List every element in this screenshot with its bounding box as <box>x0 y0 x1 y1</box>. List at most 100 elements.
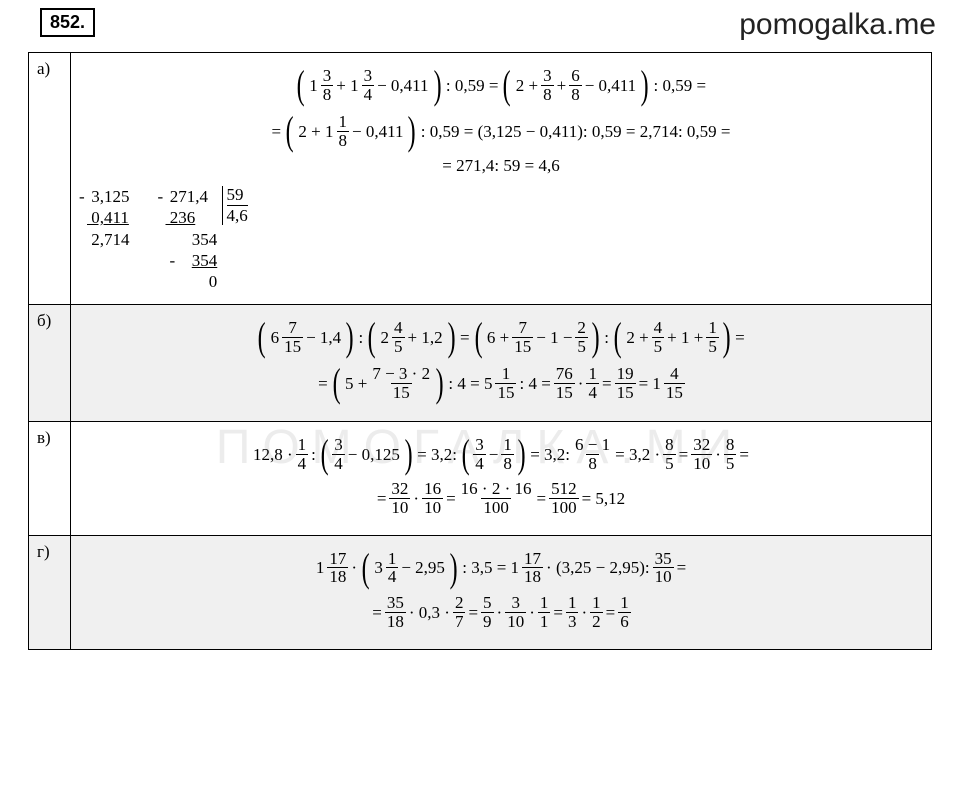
fraction: 25 <box>575 319 588 356</box>
part-label: а) <box>29 53 71 305</box>
math-text: · 0,3 · <box>407 604 452 621</box>
fraction: 85 <box>724 436 737 473</box>
math-text: = <box>535 490 549 507</box>
open-paren: ( <box>503 65 511 105</box>
math-text: · <box>495 604 505 621</box>
math-text: = <box>677 446 691 463</box>
fraction: 6 − 18 <box>573 436 612 473</box>
part-content: (6715 − 1,4) : (245 + 1,2) = (6 + 715 − … <box>71 305 932 422</box>
math-text: = <box>466 604 480 621</box>
math-text: : 0,59 = <box>444 77 501 94</box>
math-text: 2 <box>379 329 392 346</box>
fraction: 14 <box>296 436 309 473</box>
open-paren: ( <box>462 434 470 474</box>
open-paren: ( <box>362 548 370 588</box>
fraction: 45 <box>392 319 405 356</box>
close-paren: ) <box>408 111 416 151</box>
close-paren: ) <box>436 363 444 403</box>
math-text: 1 <box>314 559 327 576</box>
math-text: = <box>316 375 330 392</box>
div-divisor-box: 594,6 <box>222 186 248 225</box>
open-paren: ( <box>286 111 294 151</box>
fraction: 3210 <box>389 480 410 517</box>
solutions-table: а)(138 + 134 − 0,411) : 0,59 = (2 + 38 +… <box>28 52 932 650</box>
fraction: 715 <box>512 319 533 356</box>
fraction: 27 <box>453 594 466 631</box>
math-text: = 3,2 · <box>613 446 662 463</box>
math-text: − 0,125 <box>346 446 402 463</box>
fraction: 38 <box>541 67 554 104</box>
table-row: б)(6715 − 1,4) : (245 + 1,2) = (6 + 715 … <box>29 305 932 422</box>
math-text: 2 + <box>624 329 650 346</box>
math-text: · <box>713 446 723 463</box>
minus-sign: - <box>79 186 85 207</box>
open-paren: ( <box>368 317 376 357</box>
math-text: − 0,411 <box>375 77 430 94</box>
fraction: 15 <box>706 319 719 356</box>
fraction: 11 <box>538 594 551 631</box>
fraction: 512100 <box>549 480 579 517</box>
div-quotient: 4,6 <box>227 205 248 226</box>
table-row: в)12,8 · 14 : (34 − 0,125) = 3,2: (34 − … <box>29 422 932 536</box>
math-line: = (2 + 118 − 0,411) : 0,59 = (3,125 − 0,… <box>81 111 921 151</box>
fraction: 14 <box>386 550 399 587</box>
part-content: 12,8 · 14 : (34 − 0,125) = 3,2: (34 − 18… <box>71 422 932 536</box>
open-paren: ( <box>474 317 482 357</box>
fraction: 715 <box>282 319 303 356</box>
fraction: 1610 <box>422 480 443 517</box>
fraction: 3210 <box>691 436 712 473</box>
close-paren: ) <box>346 317 354 357</box>
table-row: а)(138 + 134 − 0,411) : 0,59 = (2 + 38 +… <box>29 53 932 305</box>
column-arithmetic: - 3,125 0,411 2,714- 271,4 236354 -354 0… <box>81 180 921 292</box>
math-text: : 4 = 5 <box>446 375 494 392</box>
close-paren: ) <box>433 65 441 105</box>
math-text: 3 <box>372 559 385 576</box>
math-text: · <box>579 604 589 621</box>
math-text: = <box>458 329 472 346</box>
div-step: 354 <box>166 229 222 250</box>
fraction: 85 <box>663 436 676 473</box>
page-header: 852. pomogalka.me <box>0 0 960 52</box>
problem-number: 852. <box>40 8 95 37</box>
math-text: = <box>269 123 283 140</box>
math-text: = <box>604 604 618 621</box>
close-paren: ) <box>723 317 731 357</box>
close-paren: ) <box>518 434 526 474</box>
math-text: + 1,2 <box>406 329 445 346</box>
math-text: = <box>375 490 389 507</box>
fraction: 18 <box>337 113 350 150</box>
math-text: = <box>600 375 614 392</box>
math-text: 1 <box>307 77 320 94</box>
math-text: 2 + 1 <box>296 123 335 140</box>
fraction: 1915 <box>615 365 636 402</box>
math-line: 11718 · (314 − 2,95) : 3,5 = 11718 · (3,… <box>81 548 921 588</box>
math-text: : <box>356 329 365 346</box>
fraction: 115 <box>495 365 516 402</box>
fraction: 7615 <box>554 365 575 402</box>
math-text: 6 + <box>485 329 511 346</box>
math-text: − 1 − <box>534 329 574 346</box>
part-content: 11718 · (314 − 2,95) : 3,5 = 11718 · (3,… <box>71 535 932 649</box>
math-text: = <box>444 490 458 507</box>
fraction: 1718 <box>522 550 543 587</box>
fraction: 34 <box>473 436 486 473</box>
div-step: 236 <box>166 207 222 228</box>
fraction: 68 <box>569 67 582 104</box>
math-text: · <box>349 559 359 576</box>
math-text: · (3,25 − 2,95): <box>544 559 652 576</box>
open-paren: ( <box>332 363 340 403</box>
math-text: = 3,2: <box>415 446 459 463</box>
math-text: · <box>527 604 537 621</box>
math-text: : 0,59 = (3,125 − 0,411): 0,59 = 2,714: … <box>419 123 733 140</box>
math-text: : 4 = <box>517 375 552 392</box>
minus-sign: - <box>158 186 164 207</box>
fraction: 415 <box>664 365 685 402</box>
open-paren: ( <box>258 317 266 357</box>
fraction: 59 <box>481 594 494 631</box>
math-line: = 271,4: 59 = 4,6 <box>81 157 921 174</box>
table-row: г)11718 · (314 − 2,95) : 3,5 = 11718 · (… <box>29 535 932 649</box>
math-text: · <box>576 375 586 392</box>
math-text: = <box>737 446 751 463</box>
math-text: · <box>411 490 421 507</box>
math-text: : 0,59 = <box>652 77 709 94</box>
